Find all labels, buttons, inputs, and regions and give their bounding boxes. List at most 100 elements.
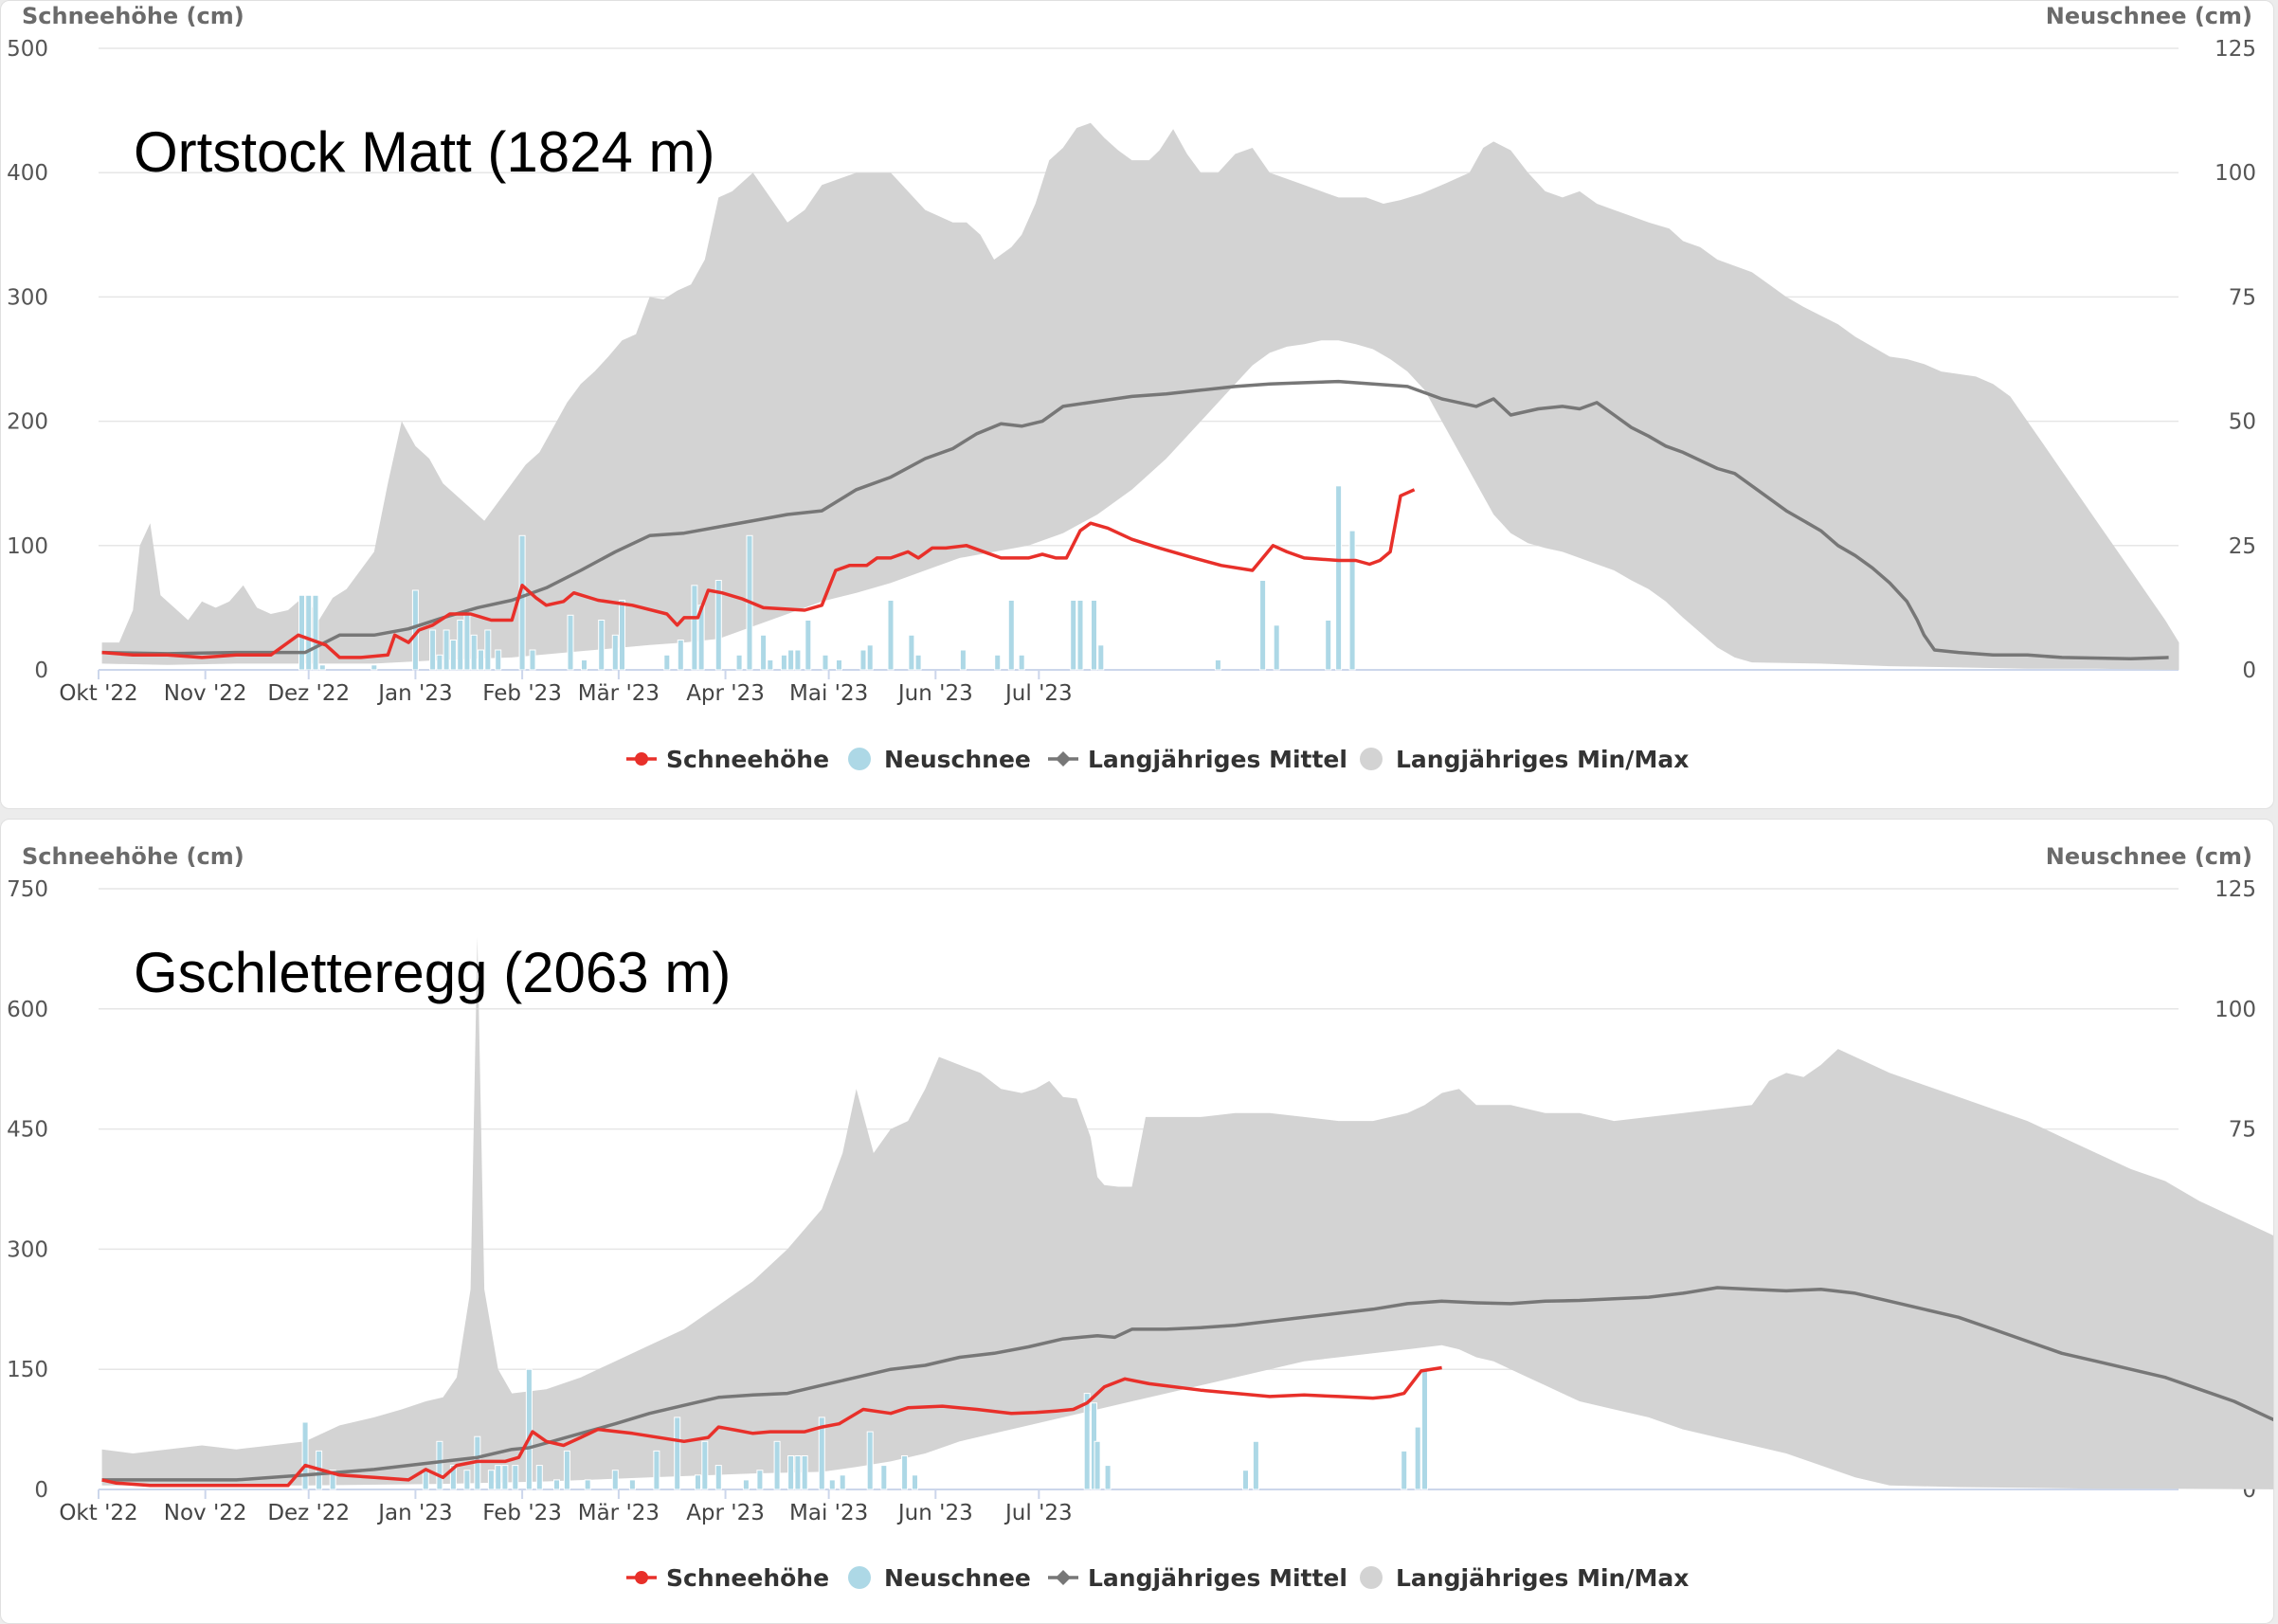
neuschnee-bar — [449, 1465, 457, 1490]
neuschnee-bar — [994, 654, 1002, 671]
y-left-tick-label: 0 — [34, 659, 48, 683]
legend-marker-circle — [635, 1571, 648, 1584]
neuschnee-bar — [1214, 659, 1221, 671]
neuschnee-bar — [422, 1470, 429, 1490]
neuschnee-bar — [822, 654, 829, 671]
neuschnee-bar — [443, 629, 450, 671]
neuschnee-bar — [691, 585, 698, 671]
neuschnee-bar — [628, 1479, 636, 1490]
mittel-line — [101, 379, 2169, 660]
legend-label: Langjähriges Mittel — [1088, 1564, 1347, 1592]
x-tick-label: Okt '22 — [59, 681, 137, 706]
neuschnee-bar — [887, 600, 895, 671]
y-left-tick-label: 500 — [7, 37, 48, 62]
y-right-tick-label: 100 — [2215, 998, 2256, 1022]
neuschnee-bar — [901, 1455, 909, 1490]
neuschnee-bar — [611, 1470, 619, 1490]
neuschnee-bar — [914, 654, 922, 671]
legend-marker-circle — [635, 752, 648, 766]
legend-item-1[interactable]: Neuschnee — [848, 1564, 1031, 1592]
neuschnee-bar — [301, 1421, 309, 1490]
y-left-tick-label: 200 — [7, 410, 48, 435]
y-left-tick-label: 600 — [7, 998, 48, 1022]
y-right-tick-label: 75 — [2229, 285, 2256, 310]
neuschnee-bar — [735, 654, 743, 671]
neuschnee-bar — [1070, 600, 1077, 671]
neuschnee-bar — [760, 634, 768, 671]
legend-item-2[interactable]: Langjähriges Mittel — [1048, 746, 1347, 773]
neuschnee-bar — [701, 1440, 709, 1490]
y-left-axis-title: Schneehöhe (cm) — [22, 3, 244, 29]
neuschnee-bar — [756, 1470, 764, 1490]
legend-item-2[interactable]: Langjähriges Mittel — [1048, 1564, 1347, 1592]
legend-marker-diamond — [1056, 1570, 1071, 1585]
neuschnee-bar — [859, 649, 867, 671]
neuschnee-bar — [567, 614, 574, 671]
neuschnee-bar — [436, 1440, 443, 1490]
neuschnee-bar — [801, 1455, 808, 1490]
neuschnee-bar — [828, 1479, 836, 1490]
neuschnee-bar — [663, 654, 671, 671]
legend-item-0[interactable]: Schneehöhe — [626, 746, 829, 773]
neuschnee-bar — [535, 1465, 543, 1490]
neuschnee-bar — [305, 594, 313, 671]
legend-item-3[interactable]: Langjähriges Min/Max — [1360, 1564, 1689, 1592]
neuschnee-bar — [780, 654, 787, 671]
legend-item-0[interactable]: Schneehöhe — [626, 1564, 829, 1592]
neuschnee-bar — [912, 1474, 918, 1490]
neuschnee-bar — [436, 654, 443, 671]
neuschnee-bar — [677, 640, 684, 671]
x-tick-label: Jul '23 — [1003, 1501, 1073, 1525]
neuschnee-bar — [959, 649, 967, 671]
legend-item-1[interactable]: Neuschnee — [848, 746, 1031, 773]
x-tick-label: Jan '23 — [376, 681, 452, 706]
chart-ortstock-matt: 0 0 100 25 200 50 300 75 400 100 500 125 Schneehöhe … — [7, 3, 2256, 773]
neuschnee-bar — [1242, 1470, 1249, 1490]
neuschnee-bar — [1104, 1465, 1112, 1490]
neuschnee-bar — [470, 634, 478, 671]
neuschnee-bar — [619, 600, 625, 671]
neuschnee-bar — [773, 1440, 781, 1490]
chart-title: Gschletteregg (2063 m) — [134, 941, 731, 1004]
y-right-tick-label: 0 — [2242, 659, 2256, 683]
neuschnee-bar — [1097, 644, 1105, 671]
x-tick-label: Apr '23 — [686, 1501, 765, 1525]
neuschnee-bar — [529, 649, 536, 671]
schneehoehe-line — [101, 1365, 1442, 1488]
y-right-axis-title: Neuschnee (cm) — [2046, 843, 2252, 870]
neuschnee-bar — [1348, 530, 1356, 671]
y-right-tick-label: 25 — [2229, 534, 2256, 559]
x-tick-label: Mär '23 — [578, 1501, 660, 1525]
x-tick-label: Feb '23 — [482, 1501, 562, 1525]
y-right-tick-label: 50 — [2229, 410, 2256, 435]
neuschnee-bar — [767, 659, 774, 671]
neuschnee-bar — [495, 1465, 502, 1490]
neuschnee-bar — [787, 649, 795, 671]
neuschnee-bar — [501, 1465, 509, 1490]
neuschnee-bar — [553, 1479, 560, 1490]
neuschnee-bar — [1325, 620, 1332, 671]
legend-label: Neuschnee — [884, 746, 1031, 773]
neuschnee-bar — [463, 609, 471, 671]
neuschnee-bar — [525, 1368, 533, 1490]
neuschnee-bar — [563, 1450, 570, 1490]
neuschnee-bar — [478, 649, 484, 671]
schneehoehe-line — [101, 488, 1416, 659]
x-tick-label: Okt '22 — [59, 1501, 137, 1525]
neuschnee-bar — [1252, 1440, 1259, 1490]
y-left-tick-label: 750 — [7, 877, 48, 902]
neuschnee-bar — [581, 659, 588, 671]
legend-label: Schneehöhe — [666, 1564, 829, 1592]
neuschnee-bar — [818, 1416, 825, 1490]
neuschnee-bar — [484, 629, 492, 671]
neuschnee-bar — [787, 1455, 795, 1490]
y-left-tick-label: 0 — [34, 1478, 48, 1503]
y-right-tick-label: 125 — [2215, 37, 2256, 62]
neuschnee-bar — [1018, 654, 1025, 671]
neuschnee-bar — [329, 1470, 336, 1490]
legend-item-3[interactable]: Langjähriges Min/Max — [1360, 746, 1689, 773]
neuschnee-bar — [880, 1465, 888, 1490]
mittel-line — [101, 1286, 2273, 1482]
neuschnee-bar — [463, 1470, 471, 1490]
neuschnee-bar — [487, 1470, 495, 1490]
